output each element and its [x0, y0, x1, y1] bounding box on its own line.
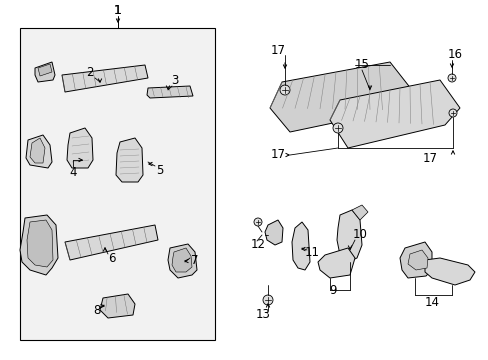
- Text: 8: 8: [93, 303, 101, 316]
- Polygon shape: [67, 128, 93, 168]
- Circle shape: [448, 109, 456, 117]
- Text: 2: 2: [86, 66, 94, 78]
- Text: 15: 15: [354, 58, 368, 72]
- Text: 13: 13: [255, 309, 270, 321]
- Polygon shape: [35, 62, 55, 82]
- Text: 14: 14: [424, 296, 439, 309]
- Polygon shape: [269, 62, 411, 132]
- Text: 7: 7: [191, 253, 198, 266]
- Polygon shape: [351, 205, 367, 220]
- Circle shape: [263, 295, 272, 305]
- Polygon shape: [27, 220, 53, 267]
- Circle shape: [332, 123, 342, 133]
- Text: 10: 10: [352, 229, 366, 242]
- Polygon shape: [172, 248, 192, 272]
- Polygon shape: [38, 64, 52, 76]
- Text: 1: 1: [114, 4, 122, 17]
- Polygon shape: [399, 242, 431, 278]
- Polygon shape: [147, 86, 193, 98]
- Polygon shape: [317, 248, 354, 278]
- Polygon shape: [291, 222, 309, 270]
- Polygon shape: [65, 225, 158, 260]
- Text: 6: 6: [108, 252, 116, 265]
- Polygon shape: [100, 294, 135, 318]
- Circle shape: [280, 85, 289, 95]
- Polygon shape: [20, 215, 58, 275]
- Text: 3: 3: [171, 73, 178, 86]
- Text: 4: 4: [69, 166, 77, 179]
- Polygon shape: [329, 80, 459, 148]
- Polygon shape: [424, 258, 474, 285]
- Text: 17: 17: [270, 44, 285, 57]
- Polygon shape: [116, 138, 142, 182]
- Polygon shape: [62, 65, 148, 92]
- Polygon shape: [30, 138, 45, 163]
- Polygon shape: [336, 210, 361, 262]
- Circle shape: [447, 74, 455, 82]
- Text: 17: 17: [270, 148, 285, 162]
- Circle shape: [253, 218, 262, 226]
- Bar: [20, 28, 215, 340]
- Polygon shape: [407, 250, 427, 270]
- Polygon shape: [26, 135, 52, 168]
- Polygon shape: [264, 220, 283, 245]
- Text: 5: 5: [156, 163, 163, 176]
- Text: 9: 9: [328, 284, 336, 297]
- Text: 17: 17: [422, 152, 437, 165]
- Text: 12: 12: [250, 238, 265, 252]
- Text: 11: 11: [304, 246, 319, 258]
- Polygon shape: [168, 244, 197, 278]
- Text: 1: 1: [114, 4, 122, 17]
- Text: 16: 16: [447, 49, 462, 62]
